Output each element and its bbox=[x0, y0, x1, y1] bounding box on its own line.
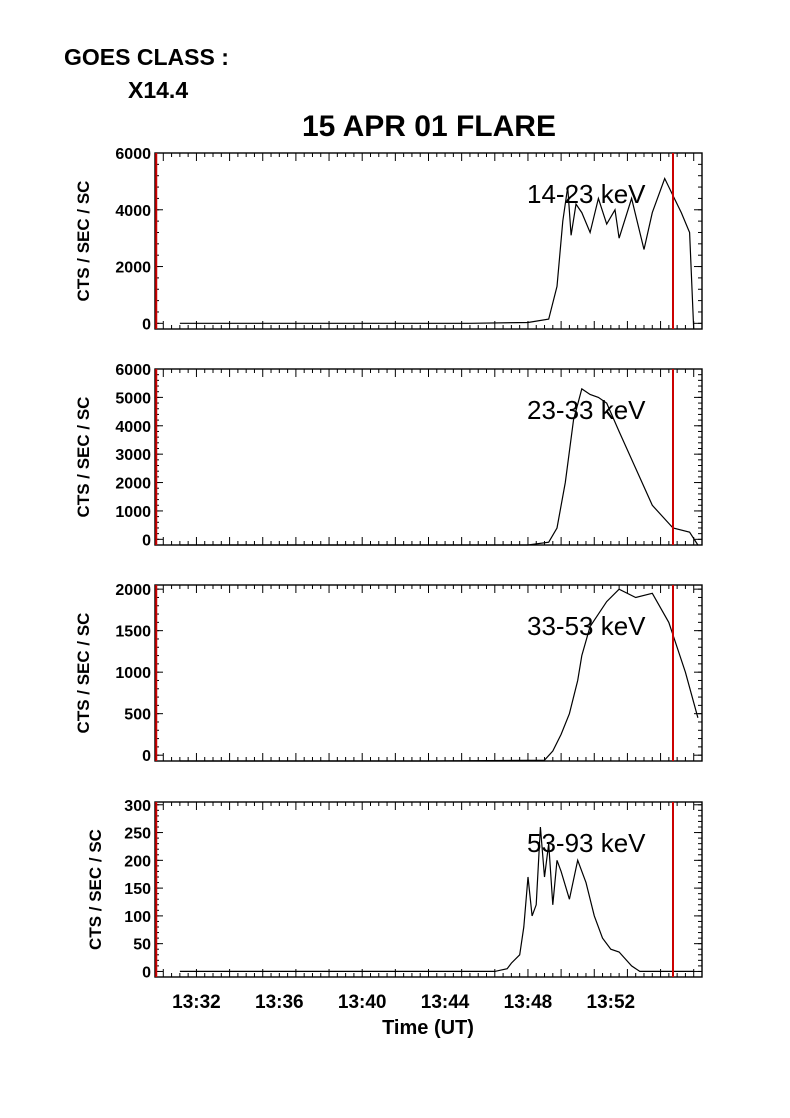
y-tick-label: 1000 bbox=[115, 665, 151, 682]
series-line bbox=[179, 176, 695, 330]
y-tick-label: 2000 bbox=[115, 582, 151, 599]
panel-4: 0 50 100 150 200 250 300 CTS / SEC / SC 53-93 ke… bbox=[86, 798, 703, 1039]
y-tick-label: 0 bbox=[142, 748, 151, 765]
y-tick-label: 50 bbox=[133, 937, 151, 954]
x-tick-label: 13:52 bbox=[587, 992, 636, 1013]
x-axis-label: Time (UT) bbox=[382, 1017, 474, 1039]
y-tick-label: 1500 bbox=[115, 624, 151, 641]
y-tick-label: 3000 bbox=[115, 447, 151, 464]
y-tick-label: 0 bbox=[142, 964, 151, 981]
goes-class-label: GOES CLASS : bbox=[64, 44, 229, 70]
y-tick-label: 150 bbox=[124, 881, 151, 898]
y-tick-label: 2000 bbox=[115, 260, 151, 277]
y-tick-label: 4000 bbox=[115, 203, 151, 220]
panel-1: 0 2000 4000 6000 CTS / SEC / SC 14-23 keV bbox=[74, 146, 703, 333]
y-tick-label: 4000 bbox=[115, 419, 151, 436]
y-tick-label: 0 bbox=[142, 316, 151, 333]
energy-band-label: 33-53 keV bbox=[527, 611, 646, 641]
energy-band-label: 14-23 keV bbox=[527, 179, 646, 209]
y-tick-label: 6000 bbox=[115, 146, 151, 163]
x-tick-label: 13:48 bbox=[504, 992, 553, 1013]
y-tick-label: 100 bbox=[124, 909, 151, 926]
chart-title: 15 APR 01 FLARE bbox=[302, 110, 556, 143]
energy-band-label: 53-93 keV bbox=[527, 828, 646, 858]
panel-2: 0 1000 2000 3000 4000 5000 6000 CTS / SEC / SC 2… bbox=[74, 362, 703, 549]
y-tick-label: 200 bbox=[124, 853, 151, 870]
y-tick-label: 5000 bbox=[115, 390, 151, 407]
panel-3: 0 500 1000 1500 2000 CTS / SEC / SC 33-53 keV bbox=[74, 582, 703, 765]
x-tick-label: 13:40 bbox=[338, 992, 387, 1013]
series-line bbox=[179, 387, 699, 546]
y-tick-label: 6000 bbox=[115, 362, 151, 379]
y-tick-label: 500 bbox=[124, 707, 151, 724]
energy-band-label: 23-33 keV bbox=[527, 395, 646, 425]
y-tick-label: 300 bbox=[124, 798, 151, 815]
series-line bbox=[179, 826, 694, 973]
goes-class-value: X14.4 bbox=[128, 77, 189, 103]
series-line bbox=[179, 588, 699, 762]
x-tick-label: 13:32 bbox=[172, 992, 221, 1013]
y-tick-label: 250 bbox=[124, 826, 151, 843]
x-tick-label: 13:36 bbox=[255, 992, 304, 1013]
y-tick-label: 2000 bbox=[115, 476, 151, 493]
y-axis-label: CTS / SEC / SC bbox=[74, 613, 93, 734]
y-axis-label: CTS / SEC / SC bbox=[86, 829, 105, 950]
y-tick-label: 0 bbox=[142, 532, 151, 549]
y-tick-label: 1000 bbox=[115, 504, 151, 521]
y-axis-label: CTS / SEC / SC bbox=[74, 397, 93, 518]
x-tick-label: 13:44 bbox=[421, 992, 470, 1013]
y-axis-label: CTS / SEC / SC bbox=[74, 181, 93, 302]
